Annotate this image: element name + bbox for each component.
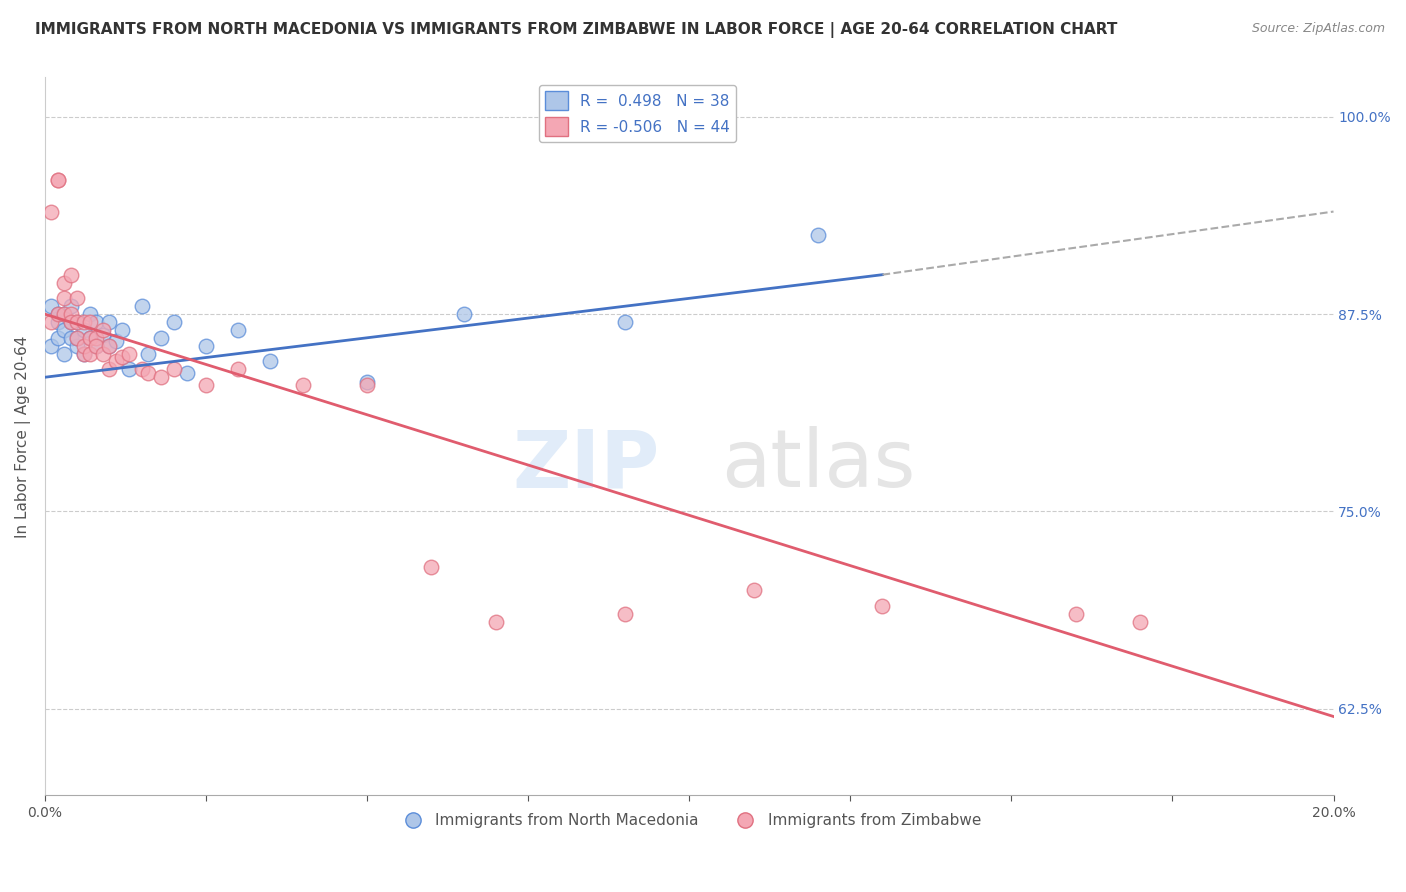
Point xyxy=(86,315,108,329)
Point xyxy=(66,339,89,353)
Point xyxy=(59,268,82,282)
Point xyxy=(176,366,198,380)
Point xyxy=(53,276,76,290)
Point xyxy=(79,346,101,360)
Point xyxy=(86,339,108,353)
Text: atlas: atlas xyxy=(721,426,915,504)
Point xyxy=(79,307,101,321)
Point xyxy=(41,315,63,329)
Point xyxy=(356,378,378,392)
Point xyxy=(72,323,94,337)
Point xyxy=(46,331,69,345)
Point xyxy=(66,331,89,345)
Point xyxy=(53,323,76,337)
Point xyxy=(59,331,82,345)
Point xyxy=(91,323,114,337)
Point xyxy=(72,346,94,360)
Point xyxy=(72,339,94,353)
Point xyxy=(163,315,186,329)
Point xyxy=(136,346,159,360)
Point xyxy=(59,307,82,321)
Point xyxy=(131,362,153,376)
Point xyxy=(59,299,82,313)
Point xyxy=(111,323,134,337)
Point xyxy=(356,375,378,389)
Point xyxy=(807,228,830,243)
Y-axis label: In Labor Force | Age 20-64: In Labor Force | Age 20-64 xyxy=(15,335,31,538)
Point xyxy=(194,378,217,392)
Point xyxy=(1129,615,1152,629)
Point xyxy=(66,315,89,329)
Point xyxy=(98,315,121,329)
Point xyxy=(53,307,76,321)
Point xyxy=(66,315,89,329)
Point xyxy=(613,315,636,329)
Point xyxy=(79,331,101,345)
Point xyxy=(53,291,76,305)
Point xyxy=(98,339,121,353)
Point xyxy=(72,315,94,329)
Point xyxy=(1064,607,1087,621)
Point xyxy=(41,204,63,219)
Point xyxy=(226,323,249,337)
Point xyxy=(149,370,172,384)
Legend: Immigrants from North Macedonia, Immigrants from Zimbabwe: Immigrants from North Macedonia, Immigra… xyxy=(391,807,987,834)
Point xyxy=(453,307,475,321)
Point xyxy=(79,331,101,345)
Point xyxy=(53,307,76,321)
Text: ZIP: ZIP xyxy=(512,426,659,504)
Point xyxy=(613,607,636,621)
Point xyxy=(194,339,217,353)
Point xyxy=(98,339,121,353)
Point xyxy=(111,350,134,364)
Point xyxy=(46,173,69,187)
Point xyxy=(66,331,89,345)
Point xyxy=(291,378,314,392)
Point xyxy=(46,307,69,321)
Text: Source: ZipAtlas.com: Source: ZipAtlas.com xyxy=(1251,22,1385,36)
Point xyxy=(86,331,108,345)
Point xyxy=(91,327,114,342)
Text: IMMIGRANTS FROM NORTH MACEDONIA VS IMMIGRANTS FROM ZIMBABWE IN LABOR FORCE | AGE: IMMIGRANTS FROM NORTH MACEDONIA VS IMMIG… xyxy=(35,22,1118,38)
Point xyxy=(136,366,159,380)
Point xyxy=(46,307,69,321)
Point xyxy=(485,615,508,629)
Point xyxy=(41,339,63,353)
Point xyxy=(46,173,69,187)
Point xyxy=(118,346,141,360)
Point xyxy=(46,315,69,329)
Point xyxy=(118,362,141,376)
Point xyxy=(79,315,101,329)
Point xyxy=(742,583,765,598)
Point xyxy=(66,291,89,305)
Point xyxy=(104,334,127,348)
Point xyxy=(59,315,82,329)
Point xyxy=(163,362,186,376)
Point xyxy=(104,354,127,368)
Point xyxy=(72,346,94,360)
Point xyxy=(420,559,443,574)
Point xyxy=(259,354,281,368)
Point xyxy=(98,362,121,376)
Point xyxy=(149,331,172,345)
Point xyxy=(91,346,114,360)
Point xyxy=(86,339,108,353)
Point xyxy=(872,599,894,613)
Point xyxy=(131,299,153,313)
Point xyxy=(226,362,249,376)
Point xyxy=(53,346,76,360)
Point xyxy=(41,299,63,313)
Point xyxy=(59,315,82,329)
